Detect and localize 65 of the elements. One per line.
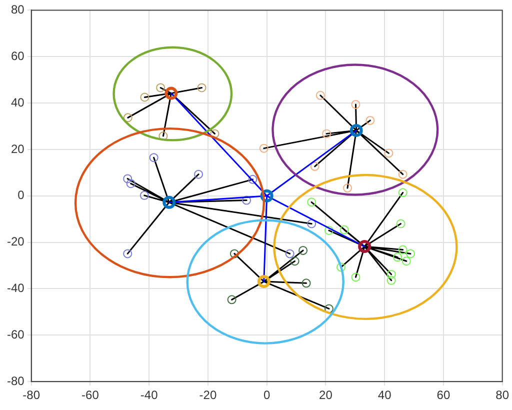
point — [398, 245, 408, 254]
point — [194, 170, 204, 179]
point — [257, 275, 270, 288]
point — [164, 86, 178, 100]
point — [149, 153, 158, 162]
point — [140, 92, 150, 102]
point — [322, 129, 332, 138]
point — [285, 249, 294, 258]
point — [227, 295, 236, 304]
point — [307, 219, 316, 228]
x-tick-label: -20 — [199, 388, 217, 402]
x-tick-label: -60 — [82, 388, 100, 402]
x-tick-label: 60 — [436, 388, 450, 402]
point — [396, 219, 406, 228]
y-tick-label: 0 — [18, 188, 25, 202]
point — [350, 124, 363, 137]
point — [162, 196, 176, 209]
point — [366, 116, 375, 125]
point — [351, 272, 360, 282]
y-tick-label: 60 — [10, 48, 25, 63]
point — [307, 198, 316, 207]
y-tick-label: 20 — [10, 142, 25, 156]
point — [302, 278, 311, 288]
point — [398, 188, 408, 198]
y-tick-label: -20 — [7, 234, 25, 249]
point — [336, 262, 346, 272]
point — [402, 256, 411, 266]
x-tick-label: 20 — [319, 388, 333, 402]
x-tick-label: 0 — [263, 388, 270, 402]
x-tick-label: 80 — [496, 388, 510, 402]
point — [358, 240, 372, 254]
point — [342, 184, 352, 193]
y-tick-label: 80 — [10, 2, 25, 17]
point — [156, 83, 166, 92]
point — [248, 174, 258, 184]
point — [324, 304, 334, 314]
point — [324, 226, 334, 235]
point — [340, 225, 349, 234]
point — [242, 196, 252, 205]
point — [290, 256, 300, 266]
x-tick-label: -40 — [140, 388, 158, 402]
point — [197, 83, 206, 92]
y-tick-label: -40 — [7, 281, 25, 296]
x-tick-label: -80 — [22, 388, 40, 402]
point — [123, 113, 132, 122]
point — [310, 162, 320, 171]
point — [384, 148, 394, 158]
point — [393, 252, 402, 262]
point — [386, 270, 396, 279]
x-tick-label: 40 — [378, 388, 392, 402]
point — [386, 276, 396, 285]
y-tick-label: -60 — [7, 327, 25, 342]
point — [123, 249, 132, 258]
point — [406, 249, 415, 258]
y-tick-label: 40 — [10, 95, 25, 110]
point — [351, 100, 360, 109]
point — [140, 190, 149, 200]
point — [123, 174, 132, 184]
point — [126, 179, 136, 188]
point — [398, 170, 408, 179]
point — [230, 249, 239, 258]
y-tick-label: -80 — [7, 374, 25, 388]
point — [316, 90, 325, 100]
point — [298, 246, 308, 255]
point — [259, 144, 268, 153]
